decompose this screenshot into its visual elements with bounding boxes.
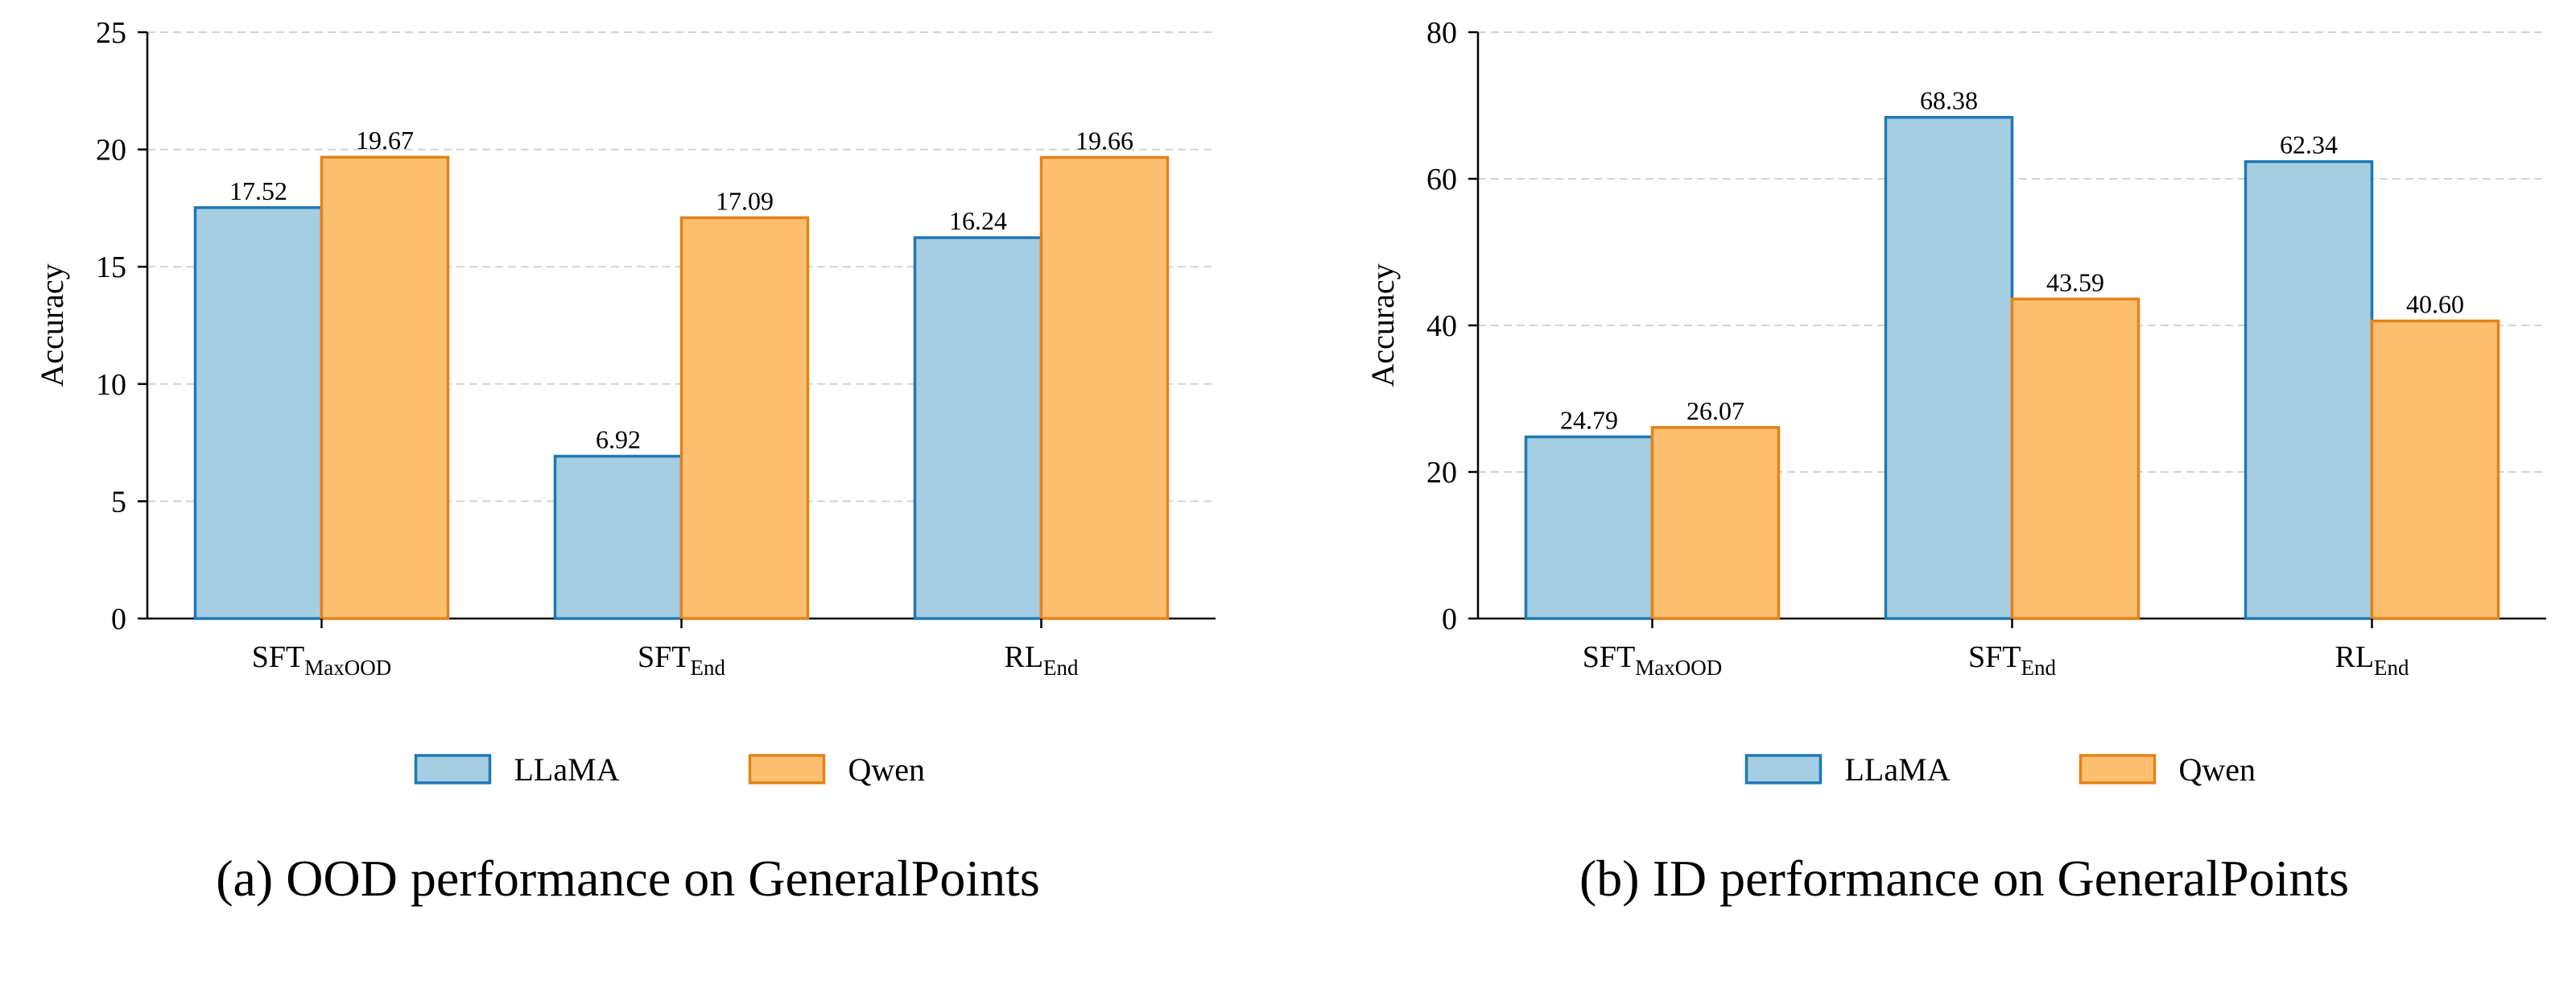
y-tick-label: 15 bbox=[96, 250, 126, 284]
y-tick-label: 0 bbox=[1442, 602, 1457, 636]
bar-qwen-1 bbox=[679, 216, 810, 620]
legend-label: LLaMA bbox=[514, 751, 620, 788]
x-tick-subscript: MaxOOD bbox=[1635, 656, 1722, 680]
data-label: 17.09 bbox=[716, 186, 774, 215]
x-tick-subscript: MaxOOD bbox=[304, 656, 391, 680]
x-tick-label: SFTEnd bbox=[1968, 640, 2056, 680]
chart-ood-performance: 0510152025Accuracy17.5219.67SFTMaxOOD6.9… bbox=[34, 16, 1216, 907]
x-tick-base: SFT bbox=[252, 640, 304, 674]
chart-caption: (a) OOD performance on GeneralPoints bbox=[216, 850, 1040, 907]
bar-llama-0 bbox=[193, 206, 324, 620]
data-label: 19.67 bbox=[356, 126, 414, 155]
x-tick-label: RLEnd bbox=[2334, 640, 2409, 680]
bar-llama-1 bbox=[1884, 115, 2014, 620]
x-tick-base: SFT bbox=[1968, 640, 2021, 674]
y-tick-label: 60 bbox=[1426, 163, 1457, 197]
x-tick-label: SFTMaxOOD bbox=[252, 640, 391, 680]
bar-llama-2 bbox=[2244, 159, 2374, 620]
bar-llama-0 bbox=[1524, 435, 1654, 620]
data-label: 16.24 bbox=[949, 206, 1007, 235]
legend-swatch-qwen bbox=[2079, 754, 2157, 784]
x-tick-subscript: End bbox=[2374, 656, 2409, 680]
legend-label: Qwen bbox=[2179, 751, 2256, 788]
x-tick-base: RL bbox=[1004, 640, 1043, 674]
x-tick-label: RLEnd bbox=[1004, 640, 1079, 680]
bar-qwen-0 bbox=[1650, 426, 1781, 620]
x-tick-label: SFTEnd bbox=[638, 640, 725, 680]
y-tick-label: 5 bbox=[111, 485, 126, 519]
legend-swatch-qwen bbox=[748, 754, 826, 784]
data-label: 19.66 bbox=[1075, 126, 1133, 155]
data-label: 6.92 bbox=[596, 424, 641, 453]
y-tick-label: 40 bbox=[1426, 309, 1457, 343]
x-tick-subscript: End bbox=[2021, 656, 2056, 680]
chart-caption: (b) ID performance on GeneralPoints bbox=[1579, 850, 2349, 907]
data-label: 68.38 bbox=[1920, 86, 1978, 115]
legend-label: LLaMA bbox=[1845, 751, 1951, 788]
x-tick-label: SFTMaxOOD bbox=[1583, 640, 1722, 680]
data-label: 40.60 bbox=[2406, 290, 2464, 319]
y-tick-label: 10 bbox=[96, 368, 126, 402]
y-tick-label: 20 bbox=[96, 134, 126, 168]
x-tick-base: SFT bbox=[1583, 640, 1635, 674]
bar-qwen-2 bbox=[2370, 319, 2500, 620]
x-tick-subscript: End bbox=[690, 656, 725, 680]
bar-qwen-1 bbox=[2010, 297, 2140, 620]
legend-swatch-llama bbox=[414, 754, 492, 784]
bar-llama-1 bbox=[553, 454, 683, 620]
bar-llama-2 bbox=[913, 236, 1043, 620]
x-tick-subscript: End bbox=[1043, 656, 1079, 680]
x-tick-base: RL bbox=[2334, 640, 2374, 674]
data-label: 62.34 bbox=[2280, 130, 2338, 159]
legend-label: Qwen bbox=[848, 751, 926, 788]
y-axis-label: Accuracy bbox=[34, 263, 70, 387]
y-tick-label: 20 bbox=[1426, 456, 1457, 490]
data-label: 26.07 bbox=[1686, 396, 1744, 425]
y-tick-label: 25 bbox=[96, 16, 126, 50]
data-label: 43.59 bbox=[2046, 267, 2104, 296]
data-label: 24.79 bbox=[1560, 405, 1618, 434]
bar-qwen-0 bbox=[320, 155, 450, 620]
y-tick-label: 0 bbox=[111, 602, 126, 636]
legend-swatch-llama bbox=[1744, 754, 1823, 784]
bar-qwen-2 bbox=[1039, 155, 1170, 620]
data-label: 17.52 bbox=[229, 176, 287, 205]
y-axis-label: Accuracy bbox=[1364, 263, 1401, 387]
x-tick-base: SFT bbox=[638, 640, 690, 674]
y-tick-label: 80 bbox=[1426, 16, 1457, 50]
